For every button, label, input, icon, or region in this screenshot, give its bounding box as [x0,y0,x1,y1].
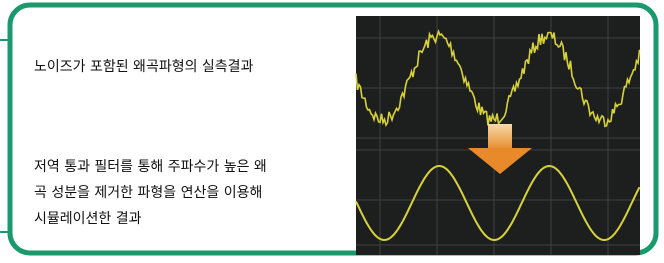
filtered-caption: 저역 통과 필터를 통해 주파수가 높은 왜 [34,159,267,175]
filtered-caption: 곡 성분을 제거한 파형을 연산을 이용해 [34,185,262,201]
noisy-caption: 노이즈가 포함된 왜곡파형의 실측결과 [34,59,254,75]
filtered-caption: 시뮬레이션한 결과 [34,211,142,227]
arrow-shaft [488,124,512,150]
panel: 노이즈가 포함된 왜곡파형의 실측결과 저역 통과 필터를 통해 주파수가 높은… [0,0,664,259]
